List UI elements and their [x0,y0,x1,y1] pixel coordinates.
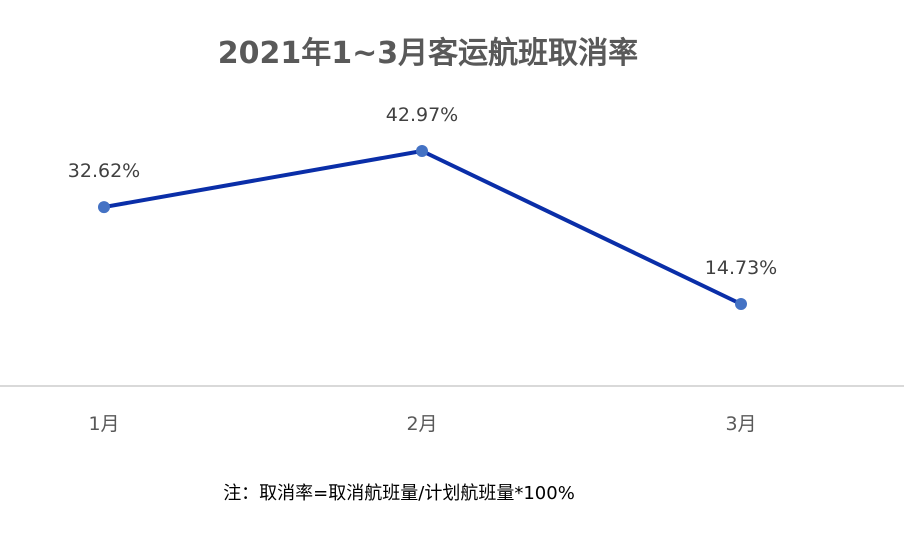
data-label-3: 14.73% [705,257,777,279]
x-tick-label-1: 1月 [88,413,119,435]
x-tick-label-3: 3月 [725,413,756,435]
x-tick-labels: 1月 2月 3月 [88,413,756,435]
chart-title: 2021年1~3月客运航班取消率 [218,36,638,71]
data-label-1: 32.62% [68,160,140,182]
series-line [103,149,742,306]
x-tick-label-2: 2月 [406,413,437,435]
data-label-2: 42.97% [386,104,458,126]
data-point-3 [735,298,747,310]
data-point-2 [416,145,428,157]
series-layer: 32.62% 42.97% 14.73% [68,104,777,310]
data-point-1 [98,201,110,214]
footnote: 注：取消率=取消航班量/计划航班量*100% [223,483,575,504]
